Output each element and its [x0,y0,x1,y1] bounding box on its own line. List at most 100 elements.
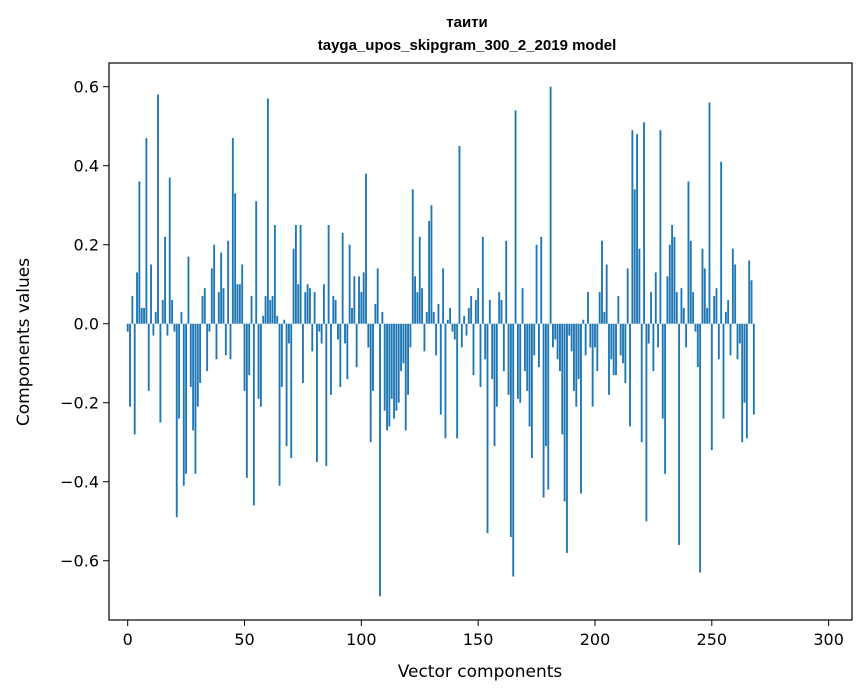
bar [484,323,487,360]
bar [362,272,365,324]
bar [738,323,741,344]
bar [213,244,216,324]
y-axis-label: Components values [14,258,34,426]
bar [215,323,218,360]
bar [451,323,454,332]
bar [523,323,526,372]
bar [257,323,260,399]
x-tick-label: 50 [234,630,254,649]
bar [495,323,498,407]
bar [467,307,470,324]
bar [752,323,755,415]
bar [706,307,709,324]
bar [161,300,164,324]
bar [715,288,718,324]
bar [236,284,239,324]
bar [724,311,727,324]
bar [563,323,566,502]
bar [365,173,367,324]
bar [549,86,552,324]
bar [610,323,613,360]
bar [591,323,594,407]
bar [729,323,732,356]
bar [199,323,202,383]
bar [612,323,615,376]
bar [273,224,276,324]
bar [266,98,269,324]
bar [561,323,564,435]
bar [463,315,466,324]
y-tick-label: 0.2 [74,236,99,255]
bar [182,323,185,486]
bar [306,284,309,324]
bar [566,323,568,553]
bar [171,300,174,324]
bar [594,323,596,348]
bar [745,323,748,439]
bar [731,248,734,324]
bar [381,311,384,324]
bar [390,323,393,399]
bar [208,323,211,332]
bar [126,323,129,332]
bar [327,224,330,324]
bar [157,94,159,324]
bar [568,323,571,336]
bar [194,323,197,474]
bar [481,236,484,324]
x-tick-label: 250 [697,630,728,649]
x-tick-label: 300 [813,630,844,649]
bar [372,323,374,391]
bar [180,311,183,324]
bar [248,323,251,376]
bar [446,319,449,324]
bar [694,323,697,332]
bar [734,264,737,324]
bar [537,323,540,368]
bar [250,296,253,324]
bar [601,240,603,324]
bar [351,307,353,324]
bar [647,323,650,344]
bar [533,323,536,356]
bar [145,138,148,324]
bar [252,323,255,506]
bar [643,122,645,324]
bar [346,323,349,380]
bar [750,280,753,324]
bar [355,323,358,368]
bar [217,292,220,324]
bar [395,323,398,411]
bar [400,323,402,372]
bar [505,240,508,324]
y-tick-label: −0.4 [60,473,99,492]
bar [528,323,531,427]
bar [573,323,575,391]
bar [280,323,283,387]
bar [131,296,134,324]
bar [717,323,720,360]
plot-frame [108,62,853,621]
bar [692,292,695,324]
bar [379,323,381,597]
bar [486,323,489,534]
bar [388,323,391,427]
bar [713,296,716,324]
bar [238,284,241,324]
bar [530,323,533,459]
bar [245,323,248,478]
bar [603,311,606,324]
bar [584,323,587,356]
y-axis-ticks: −0.6 −0.4 −0.2 0.0 0.2 0.4 0.6 [60,78,109,571]
bar [414,276,417,324]
y-tick-label: −0.6 [60,552,99,571]
bar [159,323,162,423]
bar [500,300,503,324]
bar [287,323,290,344]
bar [678,323,681,545]
bar [383,323,386,411]
bar [262,315,265,324]
bar [587,292,589,324]
bar [542,323,545,498]
bar [449,307,452,324]
